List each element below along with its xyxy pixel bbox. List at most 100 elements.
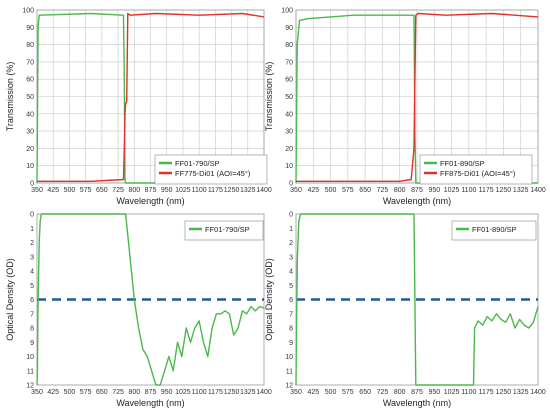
y-tick-label: 0 (289, 181, 293, 188)
x-tick-label: 425 (307, 389, 319, 396)
x-tick-label: 1325 (513, 389, 529, 396)
legend-box (419, 154, 533, 185)
series-line-2 (37, 12, 265, 182)
x-tick-label: 950 (161, 389, 173, 396)
chart-panel-2: 350 425 500 575 650 725 800 875 950 1025 1100 1175 1… (264, 8, 546, 207)
y-tick-label: 30 (285, 129, 293, 136)
series-line-1 (36, 213, 265, 386)
x-tick-label: 1175 (208, 389, 223, 396)
y-tick-label: 20 (26, 146, 34, 153)
y-tick-label: 30 (26, 129, 34, 136)
x-tick-label: 875 (411, 187, 423, 194)
x-tick-label: 500 (64, 187, 76, 194)
y-tick-label: 70 (26, 59, 34, 66)
y-tick-label: 12 (285, 383, 293, 390)
y-axis-label: Transmission (%) (5, 62, 15, 132)
y-tick-label: 40 (26, 111, 34, 118)
y-tick-label: 6 (30, 297, 34, 304)
x-axis-label: Wavelength (nm) (383, 196, 451, 206)
y-tick-label: 100 (281, 8, 293, 15)
x-tick-label: 350 (31, 389, 43, 396)
y-tick-label: 5 (30, 283, 34, 290)
x-tick-label: 725 (112, 389, 124, 396)
x-tick-label: 1400 (256, 187, 272, 194)
y-tick-label: 50 (26, 94, 34, 101)
chart-panel-1: 350 425 500 575 650 725 800 875 950 1025 1100 1175 1… (5, 8, 272, 207)
y-tick-label: 4 (289, 269, 293, 276)
legend-entry: FF01-790/SP (205, 225, 250, 234)
legend-box (184, 220, 264, 241)
x-tick-label: 1325 (240, 187, 256, 194)
x-axis-label: Wavelength (nm) (116, 196, 184, 206)
y-tick-label: 60 (285, 77, 293, 84)
series-line-1 (295, 213, 539, 386)
y-tick-label: 4 (30, 269, 34, 276)
legend-box (451, 220, 537, 241)
x-tick-label: 575 (80, 187, 92, 194)
y-tick-label: 5 (289, 283, 293, 290)
x-tick-label: 1100 (461, 187, 476, 194)
x-tick-label: 875 (411, 389, 423, 396)
x-tick-label: 1250 (224, 187, 240, 194)
y-tick-label: 12 (26, 383, 34, 390)
x-tick-label: 950 (161, 187, 173, 194)
y-tick-label: 40 (285, 111, 293, 118)
y-tick-label: 90 (285, 25, 293, 32)
legend-entry: FF01-790/SP (175, 159, 220, 168)
x-tick-label: 1400 (530, 389, 546, 396)
x-tick-label: 1100 (192, 389, 207, 396)
x-tick-label: 1250 (496, 389, 512, 396)
x-tick-label: 350 (290, 389, 302, 396)
x-tick-label: 1175 (479, 187, 494, 194)
y-tick-label: 7 (30, 311, 34, 318)
x-tick-label: 1250 (224, 389, 240, 396)
legend-entry: FF01-890/SP (472, 225, 517, 234)
legend: FF01-890/SP (451, 220, 537, 241)
y-tick-label: 11 (27, 368, 34, 375)
x-tick-label: 650 (96, 389, 108, 396)
y-tick-label: 60 (26, 77, 34, 84)
y-tick-label: 50 (285, 94, 293, 101)
legend-entry: FF01-890/SP (440, 159, 485, 168)
y-tick-label: 0 (30, 181, 34, 188)
x-tick-label: 875 (145, 389, 157, 396)
y-tick-label: 1 (289, 226, 293, 233)
x-tick-label: 575 (80, 389, 92, 396)
y-tick-label: 0 (30, 212, 34, 219)
x-tick-label: 650 (359, 389, 371, 396)
x-tick-label: 575 (342, 389, 354, 396)
y-tick-label: 6 (289, 297, 293, 304)
x-tick-label: 1100 (461, 389, 476, 396)
y-tick-label: 1 (30, 226, 34, 233)
x-tick-label: 725 (377, 389, 389, 396)
series-line-1 (36, 12, 264, 184)
y-tick-label: 2 (289, 240, 293, 247)
x-tick-label: 725 (112, 187, 124, 194)
x-tick-label: 500 (325, 187, 337, 194)
y-tick-label: 11 (286, 368, 293, 375)
x-tick-label: 1325 (513, 187, 529, 194)
legend-entry: FF875-Di01 (AOI=45°) (440, 169, 516, 178)
series-line-2 (296, 12, 539, 182)
y-tick-label: 0 (289, 212, 293, 219)
y-tick-label: 90 (26, 25, 34, 32)
x-tick-label: 875 (145, 187, 157, 194)
x-tick-label: 425 (307, 187, 319, 194)
series-line-1 (295, 14, 538, 184)
y-tick-label: 9 (30, 340, 34, 347)
x-tick-label: 500 (64, 389, 76, 396)
y-tick-label: 10 (285, 354, 293, 361)
y-tick-label: 7 (289, 311, 293, 318)
x-tick-label: 1325 (240, 389, 256, 396)
x-tick-label: 1400 (256, 389, 272, 396)
y-tick-label: 9 (289, 340, 293, 347)
x-tick-label: 650 (96, 187, 108, 194)
y-tick-label: 10 (285, 163, 293, 170)
legend-box (154, 154, 268, 185)
x-axis-label: Wavelength (nm) (383, 398, 451, 408)
x-tick-label: 650 (359, 187, 371, 194)
